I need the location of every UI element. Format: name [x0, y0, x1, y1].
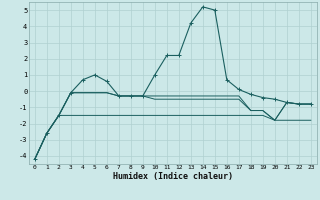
- X-axis label: Humidex (Indice chaleur): Humidex (Indice chaleur): [113, 172, 233, 181]
